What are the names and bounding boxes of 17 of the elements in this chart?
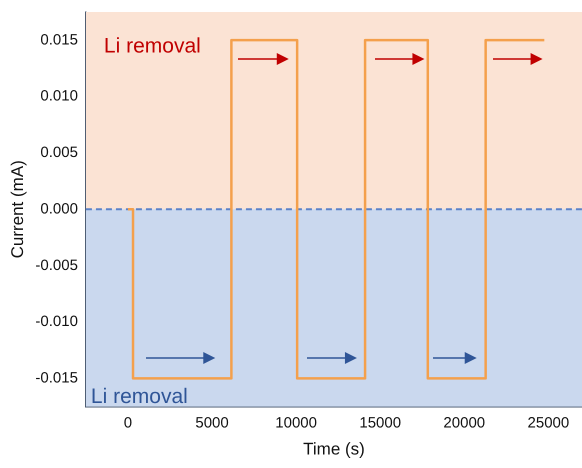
x-axis-title: Time (s) [303, 439, 365, 458]
y-axis-title: Current (mA) [8, 160, 27, 258]
y-tick-label: 0.010 [40, 88, 78, 105]
y-tick-label: 0.005 [40, 144, 78, 162]
x-tick-label: 25000 [528, 414, 570, 432]
y-tick-label: 0.015 [40, 31, 78, 48]
y-tick-label: 0.000 [40, 200, 78, 218]
y-tick-label: -0.005 [35, 256, 78, 274]
y-tick-label: -0.015 [35, 370, 78, 387]
x-tick-label: 15000 [359, 414, 402, 432]
x-tick-label: 0 [124, 414, 132, 432]
band-label: Li removal [104, 34, 201, 58]
x-tick-label: 5000 [195, 414, 229, 432]
x-tick-label: 10000 [275, 414, 317, 432]
band-label: Li removal [90, 384, 188, 408]
x-tick-label: 20000 [443, 414, 486, 432]
y-tick-label: -0.010 [35, 313, 78, 330]
